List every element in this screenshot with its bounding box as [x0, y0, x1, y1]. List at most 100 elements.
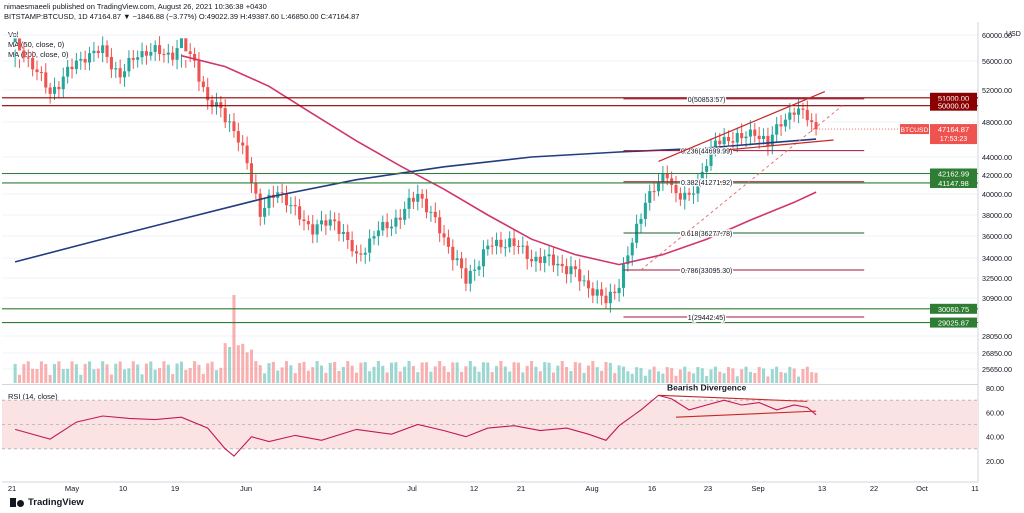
- volume-bar: [556, 365, 560, 383]
- candle-body: [486, 245, 490, 250]
- candle-body: [83, 58, 87, 63]
- candle-body: [136, 57, 140, 60]
- channel-lower-line: [728, 139, 834, 151]
- candle-body: [687, 192, 691, 195]
- candle-body: [525, 245, 529, 260]
- volume-bar: [740, 369, 744, 383]
- candle-body: [127, 57, 131, 72]
- candle-body: [346, 231, 350, 240]
- candle-body: [44, 72, 48, 88]
- ma200-indicator-label[interactable]: MA (200, close, 0): [8, 50, 69, 59]
- volume-bar: [127, 368, 131, 383]
- candle-body: [394, 217, 398, 227]
- candle-body: [512, 238, 516, 246]
- candle-body: [678, 193, 682, 200]
- volume-bar: [670, 368, 674, 383]
- rsi-indicator-label[interactable]: RSI (14, close): [8, 392, 58, 401]
- volume-bar: [263, 373, 267, 383]
- candle-body: [197, 60, 201, 82]
- volume-bar: [429, 371, 433, 383]
- volume-bar: [477, 371, 481, 383]
- volume-bar: [83, 363, 87, 383]
- candle-body: [302, 219, 306, 222]
- volume-bar: [534, 366, 538, 383]
- volume-bar: [232, 295, 236, 383]
- volume-bar: [691, 373, 696, 383]
- candle-body: [630, 242, 634, 256]
- candle-body: [538, 256, 542, 263]
- time-tick-label: Sep: [751, 484, 764, 493]
- candle-body: [407, 197, 411, 209]
- time-tick-label: 14: [313, 484, 321, 493]
- candle-body: [626, 255, 630, 265]
- candle-body: [92, 50, 96, 54]
- volume-bar: [442, 366, 446, 383]
- volume-bar: [324, 372, 328, 383]
- candle-body: [429, 211, 433, 213]
- last-price-label: 47164.87: [938, 125, 969, 134]
- time-tick-label: Aug: [585, 484, 598, 493]
- candle-body: [617, 287, 621, 294]
- price-tick-label: 28050.00: [982, 332, 1012, 341]
- volume-bar: [109, 374, 113, 383]
- candle-body: [171, 52, 175, 60]
- volume-bar: [582, 372, 586, 383]
- candle-body: [674, 184, 678, 194]
- tradingview-logo-icon: [10, 498, 24, 507]
- candle-body: [381, 221, 385, 231]
- volume-bar: [814, 372, 818, 383]
- candle-body: [621, 264, 626, 288]
- ma50-indicator-label[interactable]: MA (50, close, 0): [8, 40, 65, 49]
- volume-bar: [31, 368, 35, 383]
- volume-bar: [779, 371, 783, 383]
- candle-body: [468, 270, 472, 284]
- candle-body: [236, 131, 240, 143]
- candle-body: [376, 230, 380, 237]
- price-tick-label: 25650.00: [982, 365, 1012, 374]
- rsi-annotation: Bearish Divergence: [667, 382, 747, 392]
- candle-body: [88, 53, 92, 63]
- volume-bar: [179, 361, 183, 383]
- candle-body: [184, 38, 188, 52]
- volume-bar: [118, 361, 122, 383]
- volume-bar: [687, 371, 691, 383]
- volume-bar: [648, 369, 652, 383]
- fib-level-label: 0.786(33095.30): [681, 268, 732, 275]
- volume-bar: [538, 371, 542, 383]
- horizontal-level-tag: [930, 100, 977, 111]
- candle-body: [762, 135, 766, 140]
- volume-bar: [551, 372, 555, 383]
- candle-body: [35, 69, 39, 73]
- ma50-line: [181, 54, 817, 266]
- volume-bar: [271, 361, 275, 383]
- time-tick-label: May: [65, 484, 79, 493]
- volume-bar: [788, 366, 792, 383]
- volume-bar: [249, 349, 254, 383]
- candle-body: [600, 289, 604, 296]
- volume-bar: [591, 361, 595, 383]
- candle-body: [801, 108, 805, 110]
- volume-bar: [319, 365, 324, 383]
- candle-body: [753, 129, 757, 136]
- volume-bar: [726, 366, 731, 383]
- volume-bar: [560, 361, 564, 383]
- volume-bar: [744, 366, 748, 383]
- volume-bar: [389, 362, 394, 383]
- horizontal-level-tag: [930, 177, 977, 188]
- price-tick-label: 32500.00: [982, 274, 1012, 283]
- candle-body: [206, 87, 210, 101]
- volume-bar: [372, 366, 376, 383]
- volume-bar: [333, 362, 337, 383]
- candle-body: [792, 112, 796, 115]
- candle-body: [263, 207, 267, 217]
- candle-body: [683, 192, 687, 200]
- horizontal-level-label: 50000.00: [938, 102, 969, 111]
- volume-bar: [700, 368, 704, 383]
- volume-bar: [66, 368, 70, 383]
- volume-bar: [223, 343, 227, 383]
- volume-bar: [376, 361, 380, 383]
- volume-bar: [302, 361, 306, 383]
- volume-bar: [136, 364, 140, 383]
